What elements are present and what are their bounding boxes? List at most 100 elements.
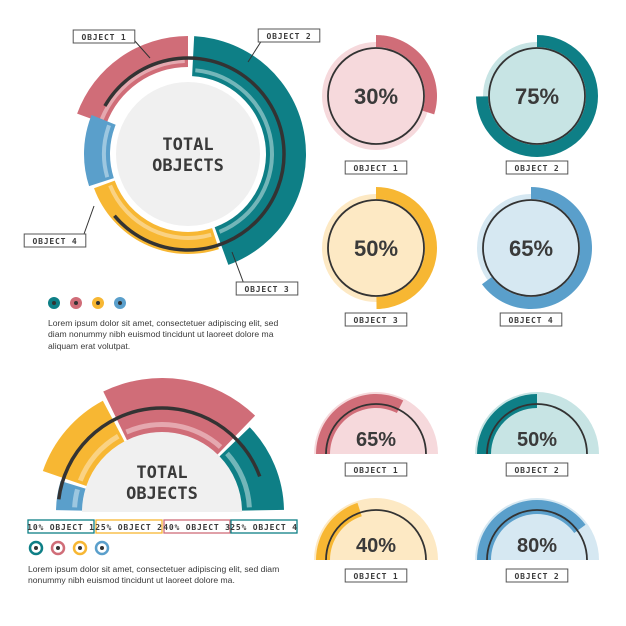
legend-dot-center-4 <box>118 301 122 305</box>
gauge-label-1-box <box>505 160 569 175</box>
semi-legend-ring-1 <box>28 540 44 556</box>
center-title-line-2: OBJECTS <box>152 156 224 176</box>
half-gauge-label-3-box <box>505 568 569 583</box>
legend-dot-center-2 <box>74 301 78 305</box>
gauge-value-1: 75% <box>515 84 559 109</box>
segment-object-2 <box>192 36 306 265</box>
semi-legend-ring-center-1 <box>34 546 38 550</box>
half-gauge-label-0: OBJECT 1 <box>354 466 399 475</box>
description-paragraph-2: Lorem ipsum dolor sit amet, consectetuer… <box>28 564 280 586</box>
semi-center <box>82 432 242 512</box>
description-paragraph: Lorem ipsum dolor sit amet, consectetuer… <box>48 318 279 351</box>
gauge-arc-2 <box>376 187 437 309</box>
gauge-ring-0 <box>327 47 425 145</box>
half-gauge-ring-3 <box>486 509 588 561</box>
legend-dot-center-3 <box>96 301 100 305</box>
gauge-arc-0 <box>376 35 437 115</box>
donut-outline-arc <box>103 56 286 252</box>
semi-legend-box-1 <box>27 519 95 534</box>
gauge-value-2: 50% <box>354 236 398 261</box>
gauge-ring-1 <box>488 47 586 145</box>
half-gauge-arc-1 <box>477 394 537 454</box>
semi-legend-box-3 <box>163 519 231 534</box>
semi-legend-ring-center-4 <box>100 546 104 550</box>
half-gauge-value-0: 65% <box>356 429 396 451</box>
segment-object-4-highlight <box>102 124 111 178</box>
leader-object-3 <box>231 251 245 285</box>
gauge-label-2-box <box>344 312 408 327</box>
gauge-bg-0 <box>322 42 430 150</box>
gauge-label-0-box <box>344 160 408 175</box>
semi-segment-highlight-4 <box>225 451 252 508</box>
semi-legend-ring-2 <box>50 540 66 556</box>
semi-legend-4: 25% OBJECT 4 <box>230 523 297 532</box>
gauge-label-2: OBJECT 3 <box>354 316 399 325</box>
semi-legend-box-4 <box>230 519 298 534</box>
semi-title-line-2: OBJECTS <box>126 484 198 504</box>
gauge-value-3: 65% <box>509 236 553 261</box>
semi-legend-1: 10% OBJECT 1 <box>27 523 94 532</box>
gauge-ring-3 <box>482 199 580 297</box>
legends: 10% OBJECT 1 25% OBJECT 2 40% OBJECT 3 25% … <box>27 297 298 556</box>
half-gauge-value-2: 40% <box>356 535 396 557</box>
semi-legend-box-2 <box>95 519 163 534</box>
gauge-bg-2 <box>322 194 430 302</box>
semi-segment-4 <box>219 427 284 511</box>
legend-dot-center-1 <box>52 301 56 305</box>
half-gauge-value-1: 50% <box>517 429 557 451</box>
half-gauge-label-1: OBJECT 2 <box>515 466 560 475</box>
label-object-2-box <box>257 28 321 43</box>
semi-legend-ring-center-3 <box>78 546 82 550</box>
gauge-label-3: OBJECT 4 <box>509 316 554 325</box>
semi-legend-3: 40% OBJECT 3 <box>163 523 230 532</box>
gauge-bg-3 <box>477 194 585 302</box>
label-object-1-box <box>72 29 136 44</box>
leader-object-4 <box>83 205 95 235</box>
half-gauge-ring-2 <box>325 509 427 561</box>
segment-object-3 <box>94 180 219 254</box>
semi-legend-ring-center-2 <box>56 546 60 550</box>
object-labels: OBJECT 1 OBJECT 2 OBJECT 3 OBJECT 4 OBJECT 1… <box>23 28 569 583</box>
gauge-label-0: OBJECT 1 <box>354 164 399 173</box>
semi-legend-ring-4 <box>94 540 110 556</box>
semi-segment-highlight-3 <box>125 422 223 449</box>
gauge-ring-2 <box>327 199 425 297</box>
semi-segment-highlight-2 <box>77 434 120 482</box>
gauge-label-3-box <box>499 312 563 327</box>
semi-segment-1 <box>56 481 86 511</box>
gauge-value-0: 30% <box>354 84 398 109</box>
half-gauge-label-1-box <box>505 462 569 477</box>
label-object-4-box <box>23 233 87 248</box>
semi-legend-ring-3 <box>72 540 88 556</box>
semi-segment-3 <box>103 377 256 455</box>
semi-outline-arc <box>57 406 262 500</box>
segment-object-3-highlight <box>108 184 212 240</box>
half-gauge-label-2-box <box>344 568 408 583</box>
half-gauge-label-3: OBJECT 2 <box>515 572 560 581</box>
gauge-bg-1 <box>483 42 591 150</box>
leader-object-2 <box>247 39 263 63</box>
label-object-4: OBJECT 4 <box>33 237 78 246</box>
half-gauge-ring-0 <box>325 403 427 455</box>
half-gauge-value-3: 80% <box>517 535 557 557</box>
semi-segment-highlight-1 <box>72 488 80 508</box>
semi-legend-2: 25% OBJECT 2 <box>95 523 162 532</box>
label-object-2: OBJECT 2 <box>267 32 312 41</box>
half-gauge-arc-0 <box>316 393 404 454</box>
label-object-3-box <box>235 281 299 296</box>
center-title-line-1: TOTAL <box>162 135 213 155</box>
percentage-gauges: 30% 75% 50% 65% 65% 50% 40% 80% <box>314 35 599 561</box>
half-gauge-label-0-box <box>344 462 408 477</box>
segment-object-4 <box>84 115 116 187</box>
leader-object-1 <box>133 39 151 59</box>
label-object-1: OBJECT 1 <box>82 33 127 42</box>
semi-title-line-1: TOTAL <box>136 463 187 483</box>
half-gauge-ring-1 <box>486 403 588 455</box>
donut-center <box>116 82 260 226</box>
gauge-label-1: OBJECT 2 <box>515 164 560 173</box>
half-gauge-label-2: OBJECT 1 <box>354 572 399 581</box>
label-object-3: OBJECT 3 <box>245 285 290 294</box>
